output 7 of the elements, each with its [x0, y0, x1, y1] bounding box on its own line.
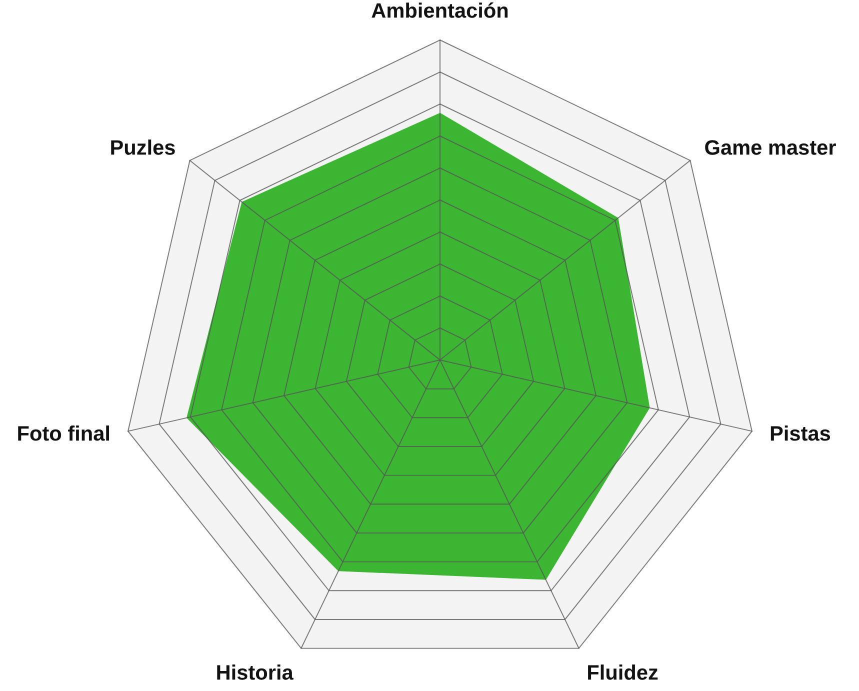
- spoke-label: Historia: [217, 664, 294, 680]
- spoke-label: Game master: [705, 140, 836, 155]
- spoke-label: Pistas: [770, 426, 830, 441]
- spoke-label: Ambientación: [372, 2, 508, 18]
- spoke-label: Foto final: [18, 426, 110, 441]
- spoke-label: Puzles: [111, 140, 175, 155]
- spoke-label: Fluidez: [588, 664, 658, 680]
